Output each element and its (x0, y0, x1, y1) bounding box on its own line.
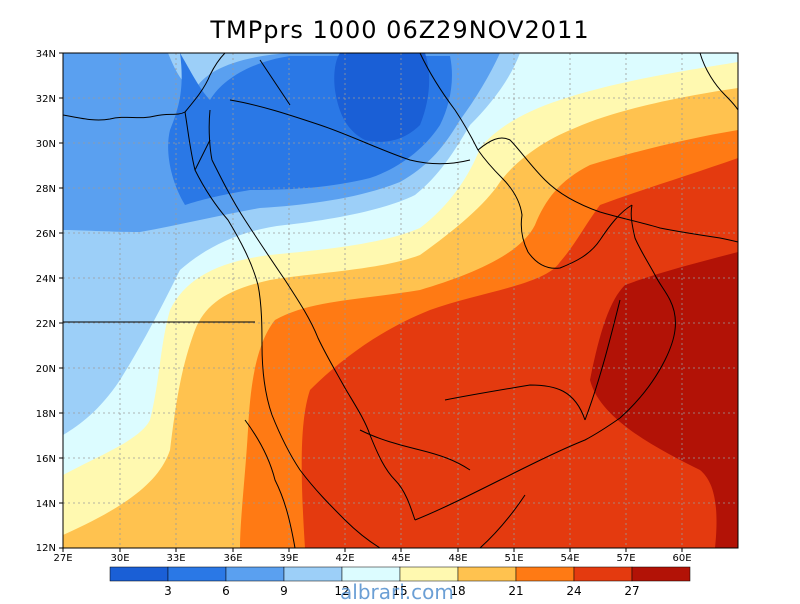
lat-tick: 34N (36, 49, 56, 60)
colorbar-cell (399, 566, 459, 582)
lon-labels: 27E 30E 33E 36E 39E 42E 45E 48E 51E 54E … (53, 553, 691, 564)
colorbar-cell (109, 566, 169, 582)
watermark: albrari.com (340, 580, 454, 604)
axis-ticks (59, 52, 683, 552)
lat-tick: 30N (36, 139, 56, 150)
coastlines (63, 53, 738, 548)
lat-tick: 26N (36, 229, 56, 240)
lon-tick: 60E (672, 553, 691, 564)
colorbar-label: 3 (164, 584, 172, 598)
colorbar-cell (631, 566, 691, 582)
band-3 (334, 53, 430, 142)
lon-tick: 51E (504, 553, 523, 564)
lat-tick: 24N (36, 274, 56, 285)
colorbar-cell (283, 566, 343, 582)
colorbar-cell (515, 566, 575, 582)
colorbar-label: 21 (508, 584, 523, 598)
lon-tick: 30E (110, 553, 129, 564)
colorbar-label: 6 (222, 584, 230, 598)
lat-tick: 12N (36, 543, 56, 554)
colorbar-cell (341, 566, 401, 582)
lat-tick: 16N (36, 454, 56, 465)
colorbar-label: 27 (624, 584, 639, 598)
colorbar: 3 6 9 12 15 18 21 24 27 (109, 566, 691, 598)
colorbar-label: 18 (450, 584, 465, 598)
lat-tick: 20N (36, 364, 56, 375)
map-title: TMPprs 1000 06Z29NOV2011 (210, 16, 590, 44)
contour-fill (63, 53, 738, 548)
lon-tick: 57E (616, 553, 635, 564)
lon-tick: 36E (223, 553, 242, 564)
lat-tick: 18N (36, 409, 56, 420)
colorbar-cell (457, 566, 517, 582)
lat-tick: 22N (36, 319, 56, 330)
lat-labels: 34N 32N 30N 28N 26N 24N 22N 20N 18N 16N … (36, 49, 56, 554)
lon-tick: 42E (335, 553, 354, 564)
colorbar-cell (167, 566, 227, 582)
colorbar-label: 24 (566, 584, 581, 598)
lat-tick: 32N (36, 94, 56, 105)
lat-tick: 28N (36, 184, 56, 195)
lon-tick: 48E (448, 553, 467, 564)
colorbar-label: 12 (334, 584, 349, 598)
lon-tick: 54E (560, 553, 579, 564)
lon-tick: 33E (166, 553, 185, 564)
colorbar-label: 9 (280, 584, 288, 598)
lat-tick: 14N (36, 499, 56, 510)
colorbar-label: 15 (392, 584, 407, 598)
colorbar-cell (573, 566, 633, 582)
colorbar-cell (225, 566, 285, 582)
lon-tick: 39E (279, 553, 298, 564)
lon-tick: 45E (391, 553, 410, 564)
lon-tick: 27E (53, 553, 72, 564)
